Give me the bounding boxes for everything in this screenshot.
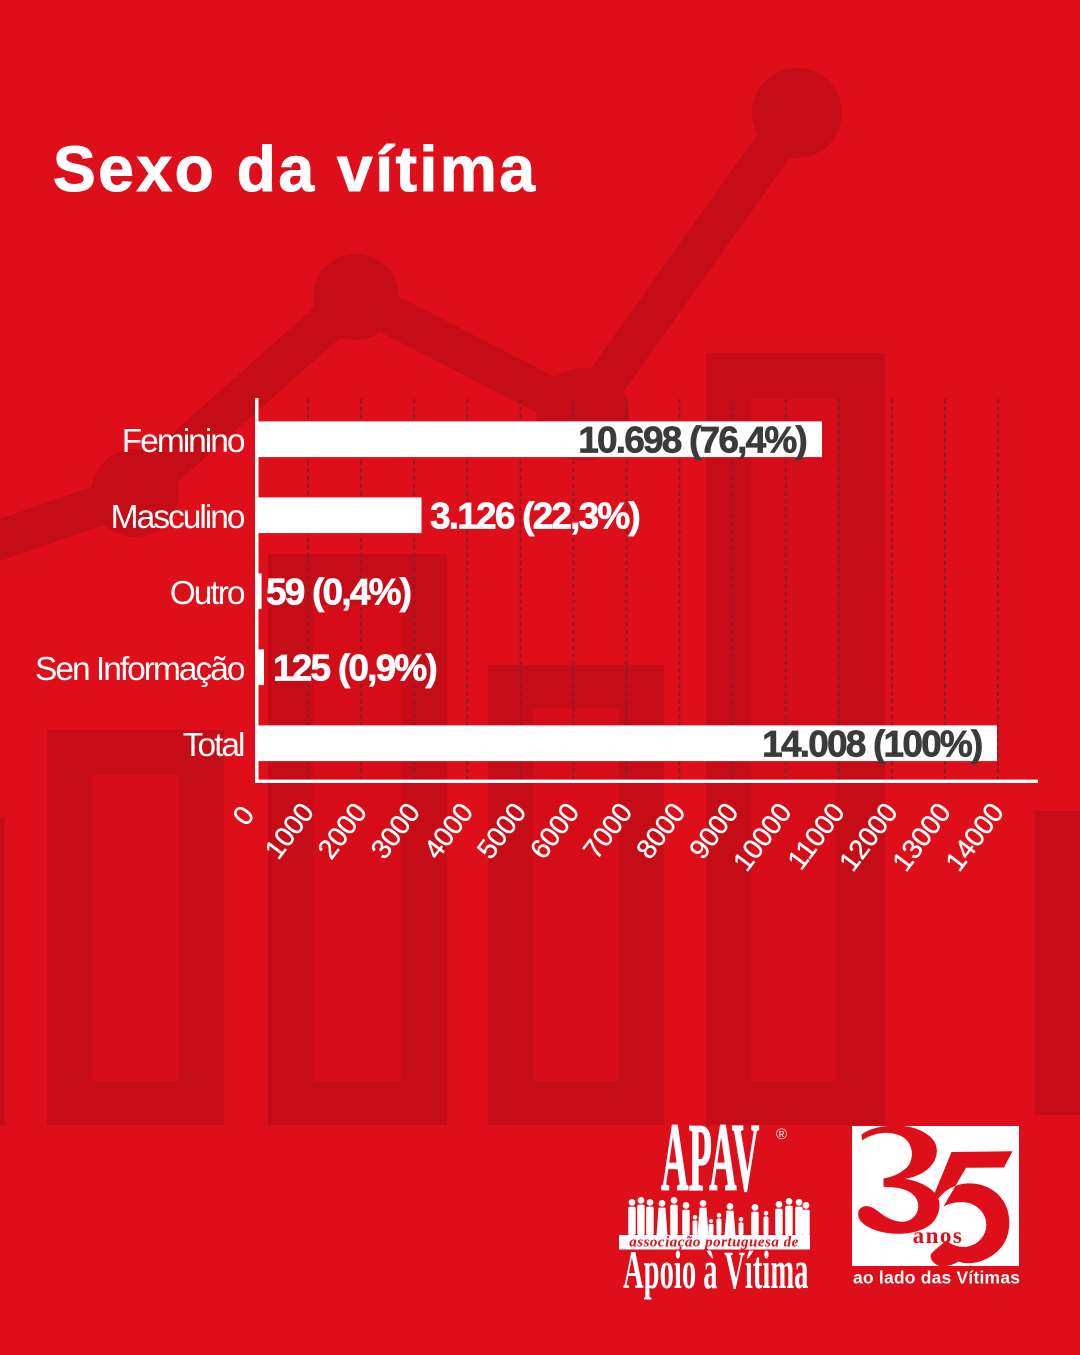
svg-text:3.126 (22,3%): 3.126 (22,3%)	[430, 495, 640, 536]
svg-text:anos: anos	[913, 1223, 964, 1248]
svg-text:125 (0,9%): 125 (0,9%)	[273, 647, 436, 688]
svg-text:Total: Total	[183, 727, 244, 764]
svg-text:14.008 (100%): 14.008 (100%)	[762, 723, 982, 764]
svg-text:Feminino: Feminino	[122, 423, 245, 460]
svg-text:Outro: Outro	[170, 575, 245, 612]
svg-text:14000: 14000	[939, 797, 1010, 877]
svg-text:13000: 13000	[886, 797, 957, 877]
svg-text:0: 0	[226, 800, 260, 831]
svg-text:59 (0,4%): 59 (0,4%)	[266, 571, 411, 612]
svg-text:APAV: APAV	[661, 1104, 759, 1212]
svg-text:Sexo da vítima: Sexo da vítima	[53, 133, 538, 205]
svg-text:Masculino: Masculino	[111, 499, 245, 536]
svg-text:Sen Informação: Sen Informação	[35, 651, 245, 688]
svg-text:associação portuguesa de: associação portuguesa de	[629, 1235, 799, 1251]
svg-text:®: ®	[776, 1126, 787, 1143]
svg-text:10.698 (76,4%): 10.698 (76,4%)	[578, 419, 806, 460]
svg-text:ao lado das Vítimas: ao lado das Vítimas	[853, 1268, 1020, 1288]
svg-text:Apoio à Vítima: Apoio à Vítima	[623, 1241, 808, 1301]
